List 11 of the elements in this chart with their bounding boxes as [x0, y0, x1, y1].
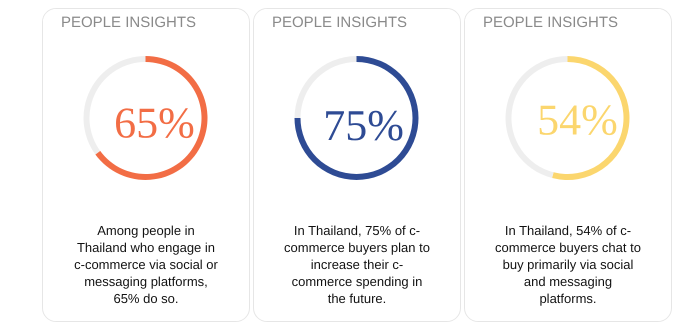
- donut-slice: [95, 56, 208, 180]
- chart-title: PEOPLE INSIGHTS: [483, 14, 618, 31]
- text: Among people in Thailand who engage in c-commerce via social or messaging platforms, 65% do so.: [73, 222, 219, 307]
- data-label: 75%: [323, 101, 404, 150]
- chart-title: PEOPLE INSIGHTS: [61, 14, 196, 31]
- data-label: 54%: [537, 95, 618, 144]
- text: In Thailand, 54% of c-commerce buyers chat to buy primarily via social and messaging platforms.: [494, 222, 642, 307]
- data-label: 65%: [114, 98, 195, 148]
- chart-title: PEOPLE INSIGHTS: [272, 14, 408, 31]
- text: In Thailand, 75% of c-commerce buyers plan to increase their c-commerce spending in the future.: [283, 222, 431, 307]
- donut-slice: [294, 56, 418, 180]
